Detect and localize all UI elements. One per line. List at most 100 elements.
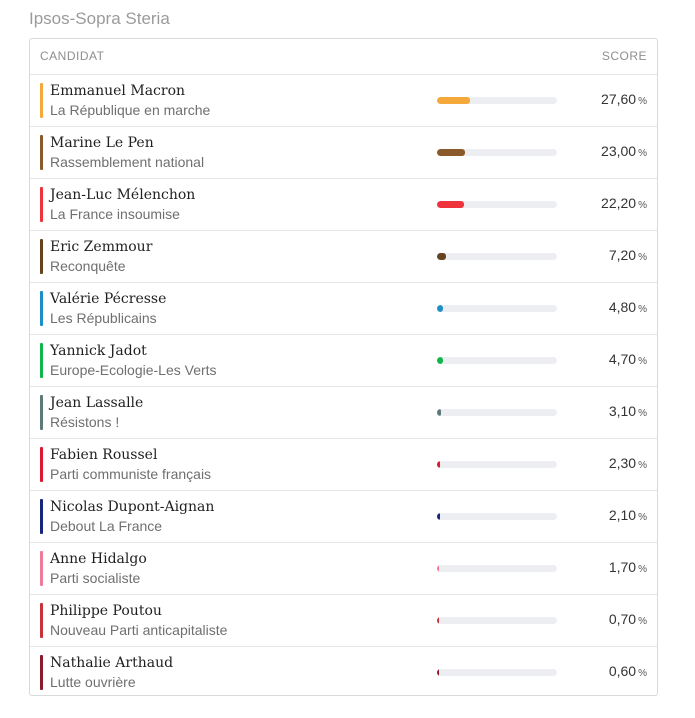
party-color-stripe [40,395,43,430]
table-row: Nathalie Arthaud Lutte ouvrière 0,60% [30,647,657,699]
percent-sign: % [638,616,647,627]
score-bar-track [437,669,557,676]
score-number: 4,70 [608,351,637,367]
score-value: 22,20% [601,195,647,211]
percent-sign: % [638,200,647,211]
candidate-name: Valérie Pécresse [50,291,167,307]
percent-sign: % [638,148,647,159]
score-number: 2,30 [608,455,637,471]
party-color-stripe [40,655,43,690]
score-number: 0,70 [608,611,637,627]
percent-sign: % [638,460,647,471]
score-number: 7,20 [608,247,637,263]
percent-sign: % [638,304,647,315]
party-name: Rassemblement national [50,154,205,170]
score-number: 22,20 [601,195,637,211]
candidate-name: Philippe Poutou [50,603,162,619]
party-name: Reconquête [50,258,126,274]
candidate-name: Emmanuel Macron [50,83,186,99]
score-number: 23,00 [601,143,637,159]
score-bar [437,617,439,624]
score-number: 3,10 [608,403,637,419]
party-name: Parti socialiste [50,570,141,586]
score-bar-track [437,97,557,104]
score-value: 4,80% [609,299,647,315]
party-color-stripe [40,187,43,222]
score-bar-track [437,409,557,416]
percent-sign: % [638,564,647,575]
score-value: 2,10% [609,507,647,523]
score-bar-track [437,513,557,520]
party-name: Debout La France [50,518,163,534]
candidate-name: Fabien Roussel [50,447,158,463]
score-bar-track [437,565,557,572]
score-bar [437,669,439,676]
score-bar [437,565,440,572]
score-bar-track [437,617,557,624]
score-value: 23,00% [601,143,647,159]
candidate-rows: Emmanuel Macron La République en marche 27… [30,75,657,699]
table-row: Anne Hidalgo Parti socialiste 1,70% [30,543,657,595]
score-value: 27,60% [601,91,647,107]
score-value: 2,30% [609,455,647,471]
score-bar [437,149,465,156]
table-row: Yannick Jadot Europe-Ecologie-Les Verts 4,… [30,335,657,387]
table-row: Jean-Luc Mélenchon La France insoumise 22,… [30,179,657,231]
percent-sign: % [638,252,647,263]
percent-sign: % [638,512,647,523]
score-bar-track [437,149,557,156]
candidate-name: Nicolas Dupont-Aignan [50,499,215,515]
percent-sign: % [638,668,647,679]
results-table: CANDIDAT SCORE Emmanuel Macron La Républi… [29,38,658,696]
table-row: Philippe Poutou Nouveau Parti anticapital… [30,595,657,647]
source-label: Ipsos-Sopra Steria [29,9,170,28]
score-bar [437,253,446,260]
score-bar [437,409,441,416]
party-color-stripe [40,551,43,586]
score-bar-track [437,253,557,260]
percent-sign: % [638,408,647,419]
party-name: La France insoumise [50,206,180,222]
candidate-name: Jean-Luc Mélenchon [50,187,196,203]
score-number: 2,10 [608,507,637,523]
score-column-header: SCORE [601,49,647,63]
party-name: La République en marche [50,102,211,118]
score-bar-track [437,461,557,468]
party-color-stripe [40,135,43,170]
score-number: 1,70 [608,559,637,575]
score-number: 27,60 [601,91,637,107]
score-bar-track [437,201,557,208]
score-bar [437,305,443,312]
score-value: 0,60% [609,663,647,679]
score-number: 0,60 [608,663,637,679]
party-color-stripe [40,291,43,326]
table-row: Nicolas Dupont-Aignan Debout La France 2,1… [30,491,657,543]
party-color-stripe [40,447,43,482]
score-value: 7,20% [609,247,647,263]
candidate-name: Anne Hidalgo [50,551,147,567]
table-row: Valérie Pécresse Les Républicains 4,80% [30,283,657,335]
score-value: 1,70% [609,559,647,575]
score-value: 4,70% [609,351,647,367]
table-row: Marine Le Pen Rassemblement national 23,00… [30,127,657,179]
party-color-stripe [40,603,43,638]
candidate-name: Jean Lassalle [50,395,144,411]
party-color-stripe [40,499,43,534]
score-number: 4,80 [608,299,637,315]
table-row: Jean Lassalle Résistons ! 3,10% [30,387,657,439]
party-name: Les Républicains [50,310,157,326]
party-name: Lutte ouvrière [50,674,136,690]
party-color-stripe [40,83,43,118]
score-value: 3,10% [609,403,647,419]
score-bar [437,97,471,104]
score-bar [437,357,443,364]
candidate-name: Nathalie Arthaud [50,655,174,671]
score-bar-track [437,357,557,364]
party-name: Parti communiste français [50,466,212,482]
score-bar [437,461,440,468]
party-name: Résistons ! [50,414,120,430]
party-name: Europe-Ecologie-Les Verts [50,362,217,378]
score-bar-track [437,305,557,312]
score-value: 0,70% [609,611,647,627]
candidate-name: Marine Le Pen [50,135,154,151]
